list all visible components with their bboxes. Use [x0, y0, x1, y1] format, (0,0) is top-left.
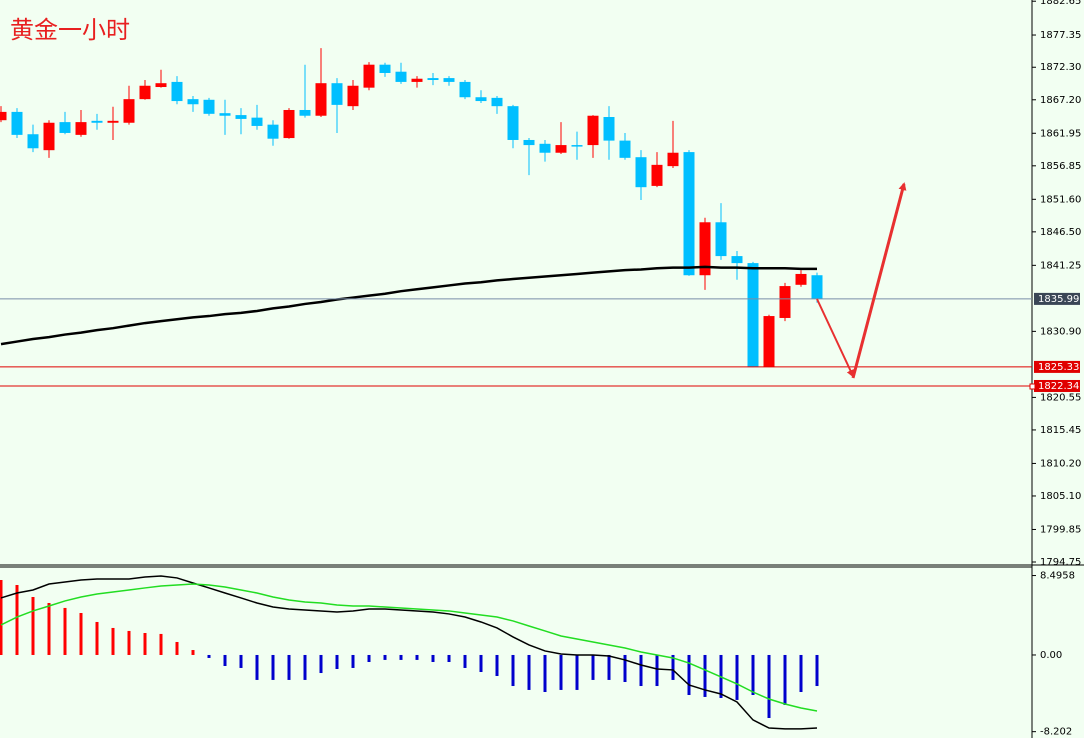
candle-body	[251, 117, 263, 126]
y-tick-label: 1820.55	[1040, 392, 1081, 403]
candle-body	[267, 124, 279, 139]
candle-body	[443, 78, 455, 82]
candle-body	[219, 113, 231, 116]
y-tick-label: 1867.20	[1040, 95, 1081, 106]
y-tick-label: 1815.45	[1040, 425, 1081, 436]
candle-body	[155, 83, 167, 88]
candle-body	[283, 109, 295, 139]
candle-body	[779, 286, 791, 318]
candle-body	[11, 111, 23, 135]
moving-average	[0, 265, 817, 346]
candle-body	[107, 120, 119, 123]
candle-body	[427, 78, 439, 81]
chart-title: 黄金一小时	[10, 16, 130, 44]
y-tick-label: 1794.75	[1040, 557, 1081, 568]
candle-body	[651, 164, 663, 186]
candle-body	[475, 97, 487, 102]
price-level-label: 1822.34	[1038, 381, 1079, 392]
candle-body	[27, 134, 39, 149]
candle-body	[539, 143, 551, 153]
y-tick-label: 8.4958	[1040, 571, 1075, 582]
candle-body	[555, 145, 567, 153]
y-tick-label: 1799.85	[1040, 524, 1081, 535]
y-tick-label: 1851.60	[1040, 194, 1081, 205]
candle-body	[811, 275, 823, 299]
candle-body	[43, 122, 55, 151]
candle-body	[603, 117, 615, 141]
candle-body	[171, 81, 183, 102]
y-tick-label: -8.202	[1040, 727, 1072, 738]
candle-body	[683, 152, 695, 276]
candle-body	[715, 222, 727, 257]
price-level-tag	[1034, 360, 1080, 373]
candle-body	[619, 140, 631, 158]
candle-body	[763, 316, 775, 368]
candle-body	[747, 263, 759, 368]
candle-body	[139, 85, 151, 100]
indicator-line	[0, 583, 818, 712]
candle-body	[123, 99, 135, 123]
candle-body	[363, 64, 375, 88]
indicator-line	[0, 575, 818, 730]
candle-body	[523, 139, 535, 146]
level-handle	[1029, 383, 1036, 390]
candle-body	[75, 122, 87, 135]
candle-body	[347, 85, 359, 107]
y-tick-label: 1872.30	[1040, 62, 1081, 73]
macd-panel: 8.4958 0.00 -8.202	[0, 571, 1075, 738]
candle-body	[91, 120, 103, 123]
y-tick-label: 1805.10	[1040, 491, 1081, 502]
candle-body	[395, 71, 407, 82]
candle-body	[667, 152, 679, 167]
y-tick-label: 1830.90	[1040, 326, 1081, 337]
candle-body	[187, 99, 199, 105]
candle-body	[635, 157, 647, 188]
candle-body	[459, 81, 471, 98]
candle-body	[203, 99, 215, 114]
price-level-tag	[1034, 379, 1080, 392]
price-panel: 1882.65 1877.35 1872.30 1867.20 1861.95 1856.…	[0, 0, 1081, 568]
candle-body	[59, 122, 71, 133]
price-level-label: 1825.33	[1038, 362, 1079, 373]
candle-body	[795, 273, 807, 285]
candle-body	[507, 106, 519, 140]
forecast-arrow	[851, 182, 907, 379]
y-tick-label: 1861.95	[1040, 128, 1081, 139]
candle-body	[315, 83, 327, 116]
y-tick-label: 1846.50	[1040, 227, 1081, 238]
candle-body	[491, 97, 503, 107]
candle-body	[699, 222, 711, 276]
candle-body	[299, 109, 311, 116]
candle-body	[587, 115, 599, 146]
y-tick-label: 1877.35	[1040, 30, 1081, 41]
y-tick-label: 1882.65	[1040, 0, 1081, 7]
price-level-label: 1835.99	[1038, 294, 1079, 305]
candle-body	[571, 145, 583, 147]
y-tick-label: 1810.20	[1040, 458, 1081, 469]
y-tick-label: 1841.25	[1040, 260, 1081, 271]
candle-body	[731, 256, 743, 264]
forecast-arrow	[816, 298, 855, 378]
candle-body	[411, 78, 423, 82]
candle-body	[0, 111, 7, 121]
candle-body	[235, 115, 247, 119]
candle-body	[331, 83, 343, 105]
candle-body	[379, 64, 391, 73]
y-tick-label: 0.00	[1040, 650, 1062, 661]
y-tick-label: 1856.85	[1040, 161, 1081, 172]
price-level-tag	[1034, 292, 1080, 305]
